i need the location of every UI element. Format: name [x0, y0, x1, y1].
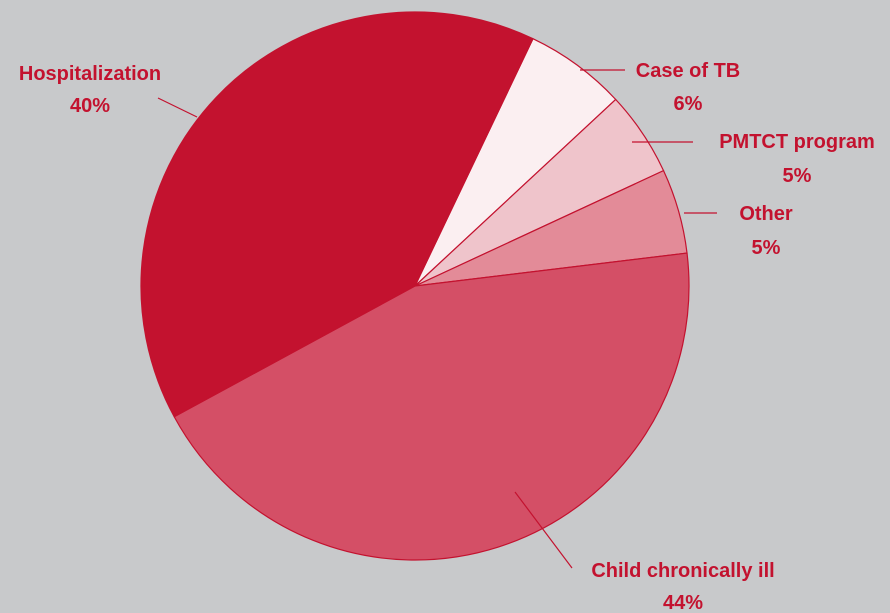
leader-line-child-chronically-ill	[514, 491, 573, 569]
slice-value-pmtct-program: 5%	[783, 165, 812, 187]
slice-label-other: Other	[739, 203, 793, 225]
slice-label-child-chronically-ill: Child chronically ill	[591, 560, 774, 582]
slice-label-case-of-tb: Case of TB	[636, 60, 740, 82]
pie-slice-child-chronically-ill	[173, 252, 690, 561]
slice-value-hospitalization: 40%	[70, 95, 110, 117]
slice-value-other: 5%	[752, 237, 781, 259]
slice-value-child-chronically-ill: 44%	[663, 592, 703, 613]
slice-label-pmtct-program: PMTCT program	[719, 131, 875, 153]
slice-value-case-of-tb: 6%	[674, 93, 703, 115]
pie-slice-hospitalization	[140, 11, 534, 418]
pie-slices	[140, 11, 690, 561]
leader-line-hospitalization	[157, 97, 198, 118]
slice-label-hospitalization: Hospitalization	[19, 63, 161, 85]
